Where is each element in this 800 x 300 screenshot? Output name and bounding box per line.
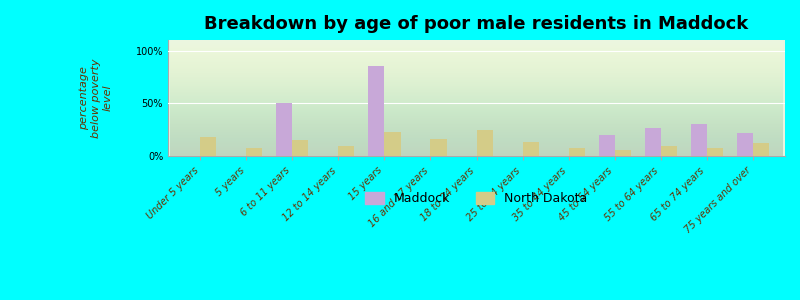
- Bar: [598, 135, 614, 156]
- Bar: [690, 124, 706, 156]
- Legend: Maddock, North Dakota: Maddock, North Dakota: [361, 187, 593, 210]
- Bar: [645, 128, 661, 156]
- Bar: [246, 148, 262, 156]
- Bar: [522, 142, 538, 156]
- Bar: [385, 132, 401, 156]
- Bar: [569, 148, 585, 156]
- Bar: [706, 148, 723, 156]
- Bar: [292, 140, 309, 156]
- Bar: [753, 143, 769, 156]
- Y-axis label: percentage
below poverty
level: percentage below poverty level: [79, 58, 113, 138]
- Bar: [338, 146, 354, 156]
- Bar: [430, 139, 446, 156]
- Bar: [737, 133, 753, 156]
- Title: Breakdown by age of poor male residents in Maddock: Breakdown by age of poor male residents …: [204, 15, 749, 33]
- Bar: [368, 67, 385, 156]
- Bar: [200, 137, 216, 156]
- Bar: [614, 150, 630, 156]
- Bar: [661, 146, 677, 156]
- Bar: [477, 130, 493, 156]
- Bar: [276, 103, 292, 156]
